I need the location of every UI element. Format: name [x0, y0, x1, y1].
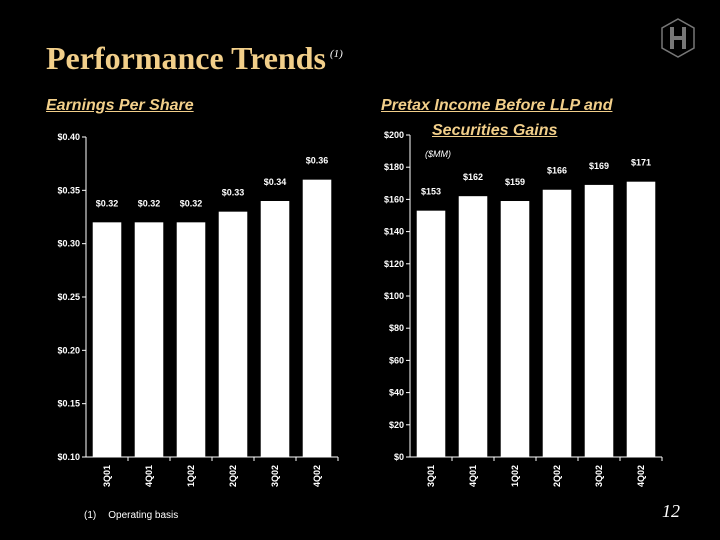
pretax-y-tick-label: $200	[384, 130, 404, 140]
eps-value-label: $0.36	[306, 156, 329, 166]
pretax-y-tick-label: $80	[389, 323, 404, 333]
eps-category-label: 2Q02	[228, 465, 238, 487]
pretax-category-label: 1Q02	[510, 465, 520, 487]
pretax-bar	[500, 201, 530, 457]
company-logo	[660, 18, 696, 63]
footnote-text: Operating basis	[108, 510, 179, 521]
pretax-bar	[416, 210, 446, 457]
eps-y-tick-label: $0.10	[57, 452, 80, 462]
pretax-value-label: $169	[589, 161, 609, 171]
pretax-chart-title-line1: Pretax Income Before LLP and	[381, 97, 613, 114]
pretax-y-tick-label: $180	[384, 162, 404, 172]
pretax-bar	[458, 196, 488, 457]
eps-value-label: $0.32	[96, 198, 119, 208]
pretax-y-tick-label: $140	[384, 227, 404, 237]
eps-category-label: 3Q01	[102, 465, 112, 487]
eps-bar	[176, 222, 206, 457]
page-title: Performance Trends (1)	[46, 40, 343, 77]
pretax-bar	[584, 184, 614, 457]
pretax-value-label: $153	[421, 187, 441, 197]
eps-value-label: $0.32	[180, 198, 203, 208]
eps-bar	[92, 222, 122, 457]
pretax-chart-title-line2: Securities Gains	[432, 122, 558, 139]
pretax-unit-label: ($MM)	[425, 149, 451, 159]
eps-bar	[134, 222, 164, 457]
pretax-y-tick-label: $160	[384, 194, 404, 204]
eps-y-tick-label: $0.15	[57, 399, 80, 409]
pretax-y-tick-label: $0	[394, 452, 404, 462]
eps-y-tick-label: $0.35	[57, 185, 80, 195]
title-text: Performance Trends	[46, 40, 326, 76]
eps-chart-title: Earnings Per Share	[46, 97, 194, 114]
eps-bar	[260, 201, 290, 457]
pretax-category-label: 3Q01	[426, 465, 436, 487]
pretax-category-label: 4Q02	[636, 465, 646, 487]
eps-y-tick-label: $0.40	[57, 132, 80, 142]
eps-value-label: $0.33	[222, 188, 245, 198]
footnote-marker: (1)	[84, 510, 97, 521]
pretax-category-label: 2Q02	[552, 465, 562, 487]
pretax-bar	[626, 181, 656, 457]
footnote: (1) Operating basis	[84, 510, 178, 521]
logo-icon	[661, 18, 695, 58]
eps-category-label: 4Q02	[312, 465, 322, 487]
pretax-value-label: $166	[547, 166, 567, 176]
title-footnote-marker: (1)	[329, 48, 343, 61]
eps-y-tick-label: $0.30	[57, 239, 80, 249]
pretax-category-label: 4Q01	[468, 465, 478, 487]
eps-y-tick-label: $0.20	[57, 345, 80, 355]
pretax-y-tick-label: $100	[384, 291, 404, 301]
pretax-category-label: 3Q02	[594, 465, 604, 487]
pretax-y-tick-label: $20	[389, 420, 404, 430]
eps-category-label: 1Q02	[186, 465, 196, 487]
page-number: 12	[662, 501, 680, 521]
pretax-y-tick-label: $40	[389, 388, 404, 398]
eps-category-label: 4Q01	[144, 465, 154, 487]
eps-value-label: $0.32	[138, 198, 161, 208]
pretax-value-label: $171	[631, 158, 651, 168]
eps-y-tick-label: $0.25	[57, 292, 80, 302]
pretax-y-tick-label: $120	[384, 259, 404, 269]
pretax-value-label: $162	[463, 172, 483, 182]
eps-bar	[218, 211, 248, 457]
eps-bar	[302, 179, 332, 457]
eps-value-label: $0.34	[264, 177, 287, 187]
pretax-bar	[542, 189, 572, 458]
pretax-value-label: $159	[505, 177, 525, 187]
eps-category-label: 3Q02	[270, 465, 280, 487]
pretax-y-tick-label: $60	[389, 355, 404, 365]
